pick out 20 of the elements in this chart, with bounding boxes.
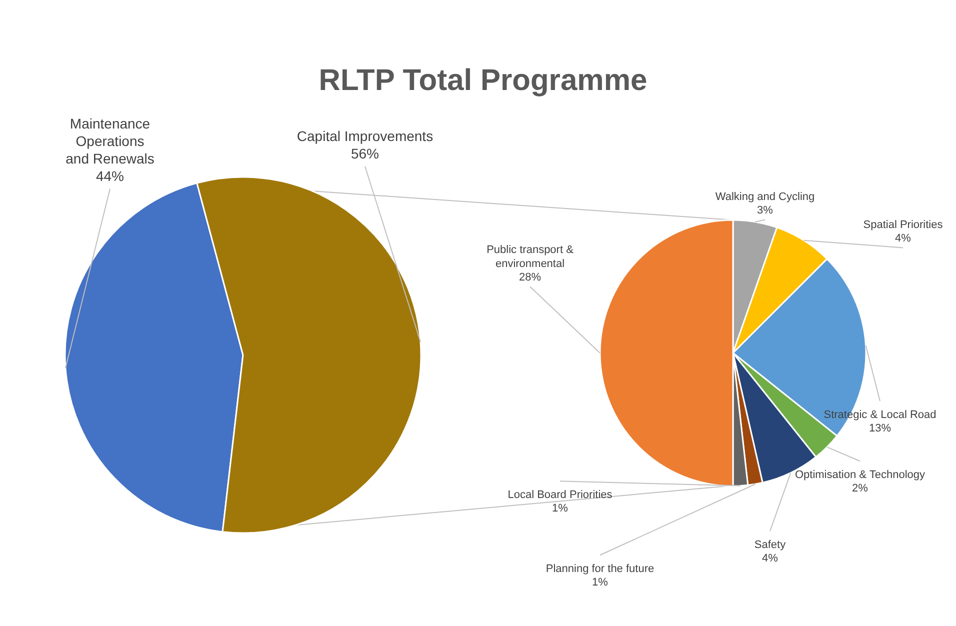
slice-label: Maintenance Operations and Renewals bbox=[66, 116, 154, 167]
data-label: 1% bbox=[592, 576, 608, 589]
data-label: 4% bbox=[895, 232, 912, 245]
data-label: 56% bbox=[350, 146, 380, 162]
data-label: 44% bbox=[96, 168, 124, 184]
data-label: 1% bbox=[552, 502, 568, 515]
slice-label: Spatial Priorities bbox=[863, 218, 944, 231]
data-label: 13% bbox=[868, 422, 892, 435]
data-label: 2% bbox=[852, 482, 868, 495]
slice-label: Planning for the future bbox=[546, 562, 654, 575]
slice-label: Capital Improvements bbox=[296, 128, 434, 144]
slice-label: Optimisation & Technology bbox=[794, 468, 926, 481]
slice-label: Safety bbox=[754, 538, 786, 551]
slice-label: Local Board Priorities bbox=[508, 488, 613, 501]
data-label: 3% bbox=[757, 204, 774, 217]
data-label: 4% bbox=[762, 552, 778, 565]
slice-label: Public transport & environmental bbox=[486, 244, 574, 270]
data-label: 28% bbox=[518, 272, 542, 284]
chart-title: RLTP Total Programme bbox=[318, 64, 648, 97]
slice-label: Walking and Cycling bbox=[715, 190, 815, 203]
